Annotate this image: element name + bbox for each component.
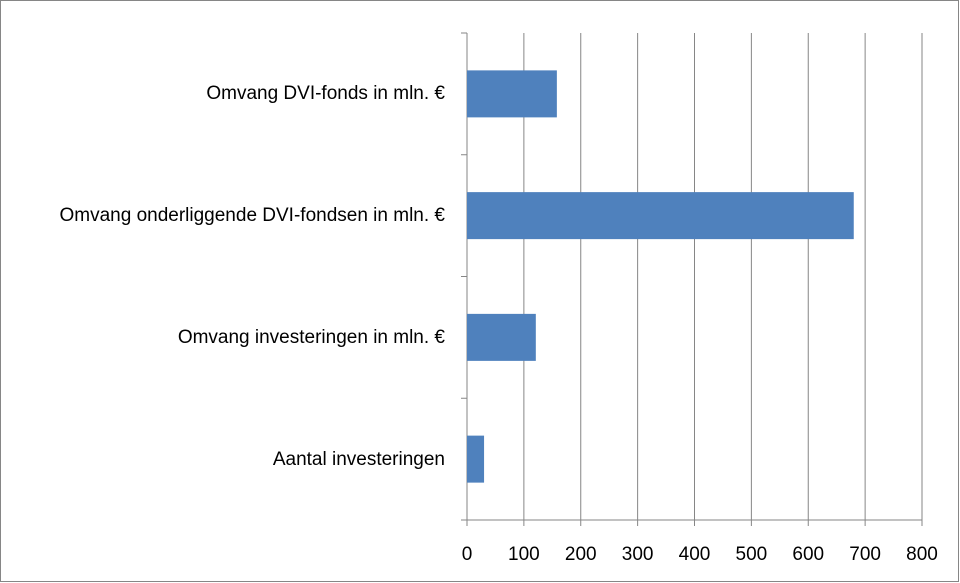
- x-tick-label: 0: [462, 544, 473, 565]
- bar: [467, 70, 557, 118]
- x-tick-label: 200: [565, 544, 597, 565]
- y-tick-label: Aantal investeringen: [272, 448, 445, 470]
- bar: [467, 313, 536, 361]
- y-tick-label: Omvang DVI-fonds in mln. €: [206, 83, 445, 105]
- x-tick-label: 500: [736, 544, 768, 565]
- x-tick-label: 800: [906, 544, 938, 565]
- y-tick-label: Omvang onderliggende DVI-fondsen in mln.…: [59, 205, 445, 227]
- x-tick-label: 300: [622, 544, 654, 565]
- x-tick-label: 600: [792, 544, 824, 565]
- x-tick-label: 100: [508, 544, 540, 565]
- bar: [467, 192, 854, 240]
- x-tick-label: 400: [679, 544, 711, 565]
- bar: [467, 435, 485, 483]
- x-tick-label: 700: [849, 544, 881, 565]
- y-tick-label: Omvang investeringen in mln. €: [177, 326, 445, 348]
